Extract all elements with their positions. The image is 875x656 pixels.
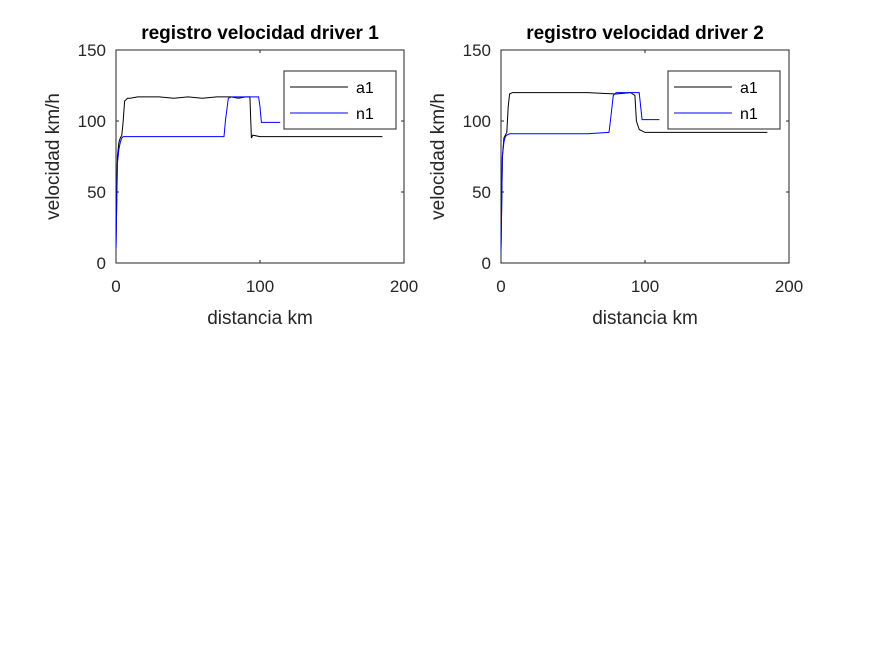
legend-label-n1: n1 [356,106,374,123]
series-layer [115,96,383,249]
legend-label-a1: a1 [740,80,758,97]
chart-title: registro velocidad driver 1 [141,23,379,44]
axis-ticks: 0 100 200 0 50 100 150 [463,41,804,296]
x-tick-label: 100 [246,277,274,296]
x-tick-label: 100 [631,277,659,296]
y-tick-label: 150 [78,41,106,60]
series-line-n1 [115,96,281,249]
y-axis-label: velocidad km/h [428,93,449,220]
axis-ticks: 0 100 200 0 50 100 150 [78,41,419,296]
series-layer [500,92,768,252]
y-tick-label: 150 [463,41,491,60]
tick-marks [115,49,405,264]
legend: a1 n1 [283,70,397,130]
x-axis-label: distancia km [207,308,313,329]
legend-label-a1: a1 [356,80,374,97]
y-tick-label: 50 [87,183,106,202]
legend-box [283,70,397,130]
chart-driver-2: registro velocidad driver 2 0 100 200 0 … [428,23,803,329]
x-tick-label: 200 [390,277,418,296]
x-tick-label: 0 [496,277,505,296]
y-tick-label: 0 [97,254,106,273]
series-line-a1 [500,92,768,252]
x-tick-label: 200 [775,277,803,296]
y-tick-label: 100 [463,112,491,131]
legend-label-n1: n1 [740,106,758,123]
legend-box [667,70,781,130]
series-line-n1 [500,92,660,252]
y-tick-label: 0 [482,254,491,273]
chart-title: registro velocidad driver 2 [526,23,764,44]
x-axis-label: distancia km [592,308,698,329]
legend: a1 n1 [667,70,781,130]
series-line-a1 [115,96,383,249]
x-tick-label: 0 [111,277,120,296]
tick-marks [500,49,790,264]
y-axis-label: velocidad km/h [43,93,64,220]
y-tick-label: 50 [472,183,491,202]
chart-driver-1: registro velocidad driver 1 0 100 200 0 … [43,23,418,329]
y-tick-label: 100 [78,112,106,131]
